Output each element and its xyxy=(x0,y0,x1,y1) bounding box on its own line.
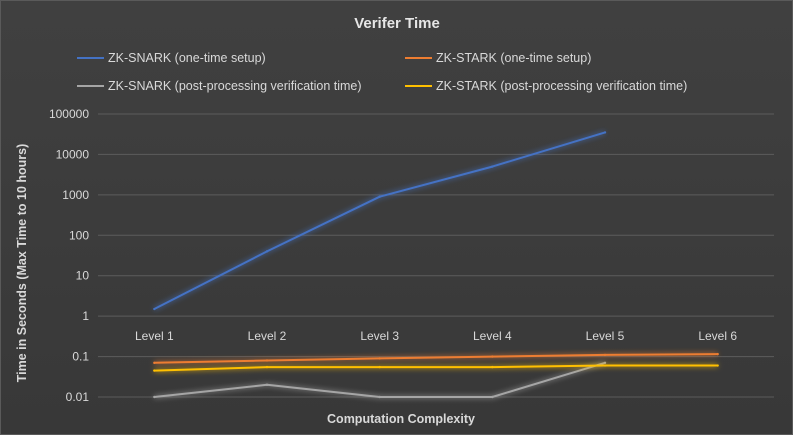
y-tick-label: 100000 xyxy=(49,107,89,121)
data-point xyxy=(265,359,269,362)
series-line-1 xyxy=(153,131,606,310)
y-tick-label: 1 xyxy=(82,309,89,323)
x-axis-title: Computation Complexity xyxy=(327,412,475,426)
x-tick-label: Level 3 xyxy=(360,329,399,343)
chart-title: Verifer Time xyxy=(354,15,440,32)
legend: ZK-SNARK (one-time setup) ZK-STARK (one-t… xyxy=(77,51,687,93)
data-point xyxy=(265,383,269,387)
data-point xyxy=(603,131,607,134)
y-tick-label: 10000 xyxy=(56,147,90,161)
data-point xyxy=(603,353,607,357)
data-point xyxy=(491,365,494,369)
y-axis-ticks: 0.01 0.1 1 10 100 1000 10000 100000 xyxy=(49,107,89,404)
data-point xyxy=(716,364,719,367)
data-point xyxy=(378,365,381,369)
data-point xyxy=(153,307,156,311)
legend-label: ZK-STARK (one-time setup) xyxy=(436,51,591,65)
y-tick-label: 0.01 xyxy=(66,390,90,404)
data-point xyxy=(491,165,494,168)
x-tick-label: Level 1 xyxy=(135,329,174,343)
data-point xyxy=(265,365,269,369)
y-tick-label: 1000 xyxy=(62,188,89,202)
data-point xyxy=(603,364,607,367)
data-point xyxy=(153,369,156,372)
data-point xyxy=(378,395,381,399)
x-tick-label: Level 5 xyxy=(586,329,625,343)
legend-label: ZK-SNARK (post-processing verification t… xyxy=(108,79,362,93)
data-point xyxy=(491,355,494,358)
y-tick-label: 0.1 xyxy=(72,350,89,364)
data-point xyxy=(265,250,269,253)
legend-label: ZK-STARK (post-processing verification t… xyxy=(436,79,687,93)
x-axis-ticks: Level 1 Level 2 Level 3 Level 4 Level 5 Level… xyxy=(135,329,737,343)
x-tick-label: Level 4 xyxy=(473,329,512,343)
y-axis-title: Time in Seconds (Max Time to 10 hours) xyxy=(15,144,29,382)
series-line-2 xyxy=(154,353,718,364)
x-tick-label: Level 6 xyxy=(698,329,737,343)
data-point xyxy=(716,352,719,356)
series-lines xyxy=(153,131,719,399)
data-point xyxy=(378,195,381,198)
x-tick-label: Level 2 xyxy=(248,329,287,343)
data-point xyxy=(153,361,156,365)
data-point xyxy=(378,357,381,360)
data-point xyxy=(603,361,607,365)
series-line-4 xyxy=(154,364,718,372)
y-tick-label: 100 xyxy=(69,228,89,242)
data-point xyxy=(491,395,494,399)
legend-label: ZK-SNARK (one-time setup) xyxy=(108,51,266,65)
y-tick-label: 10 xyxy=(76,269,90,283)
data-point xyxy=(153,395,156,399)
